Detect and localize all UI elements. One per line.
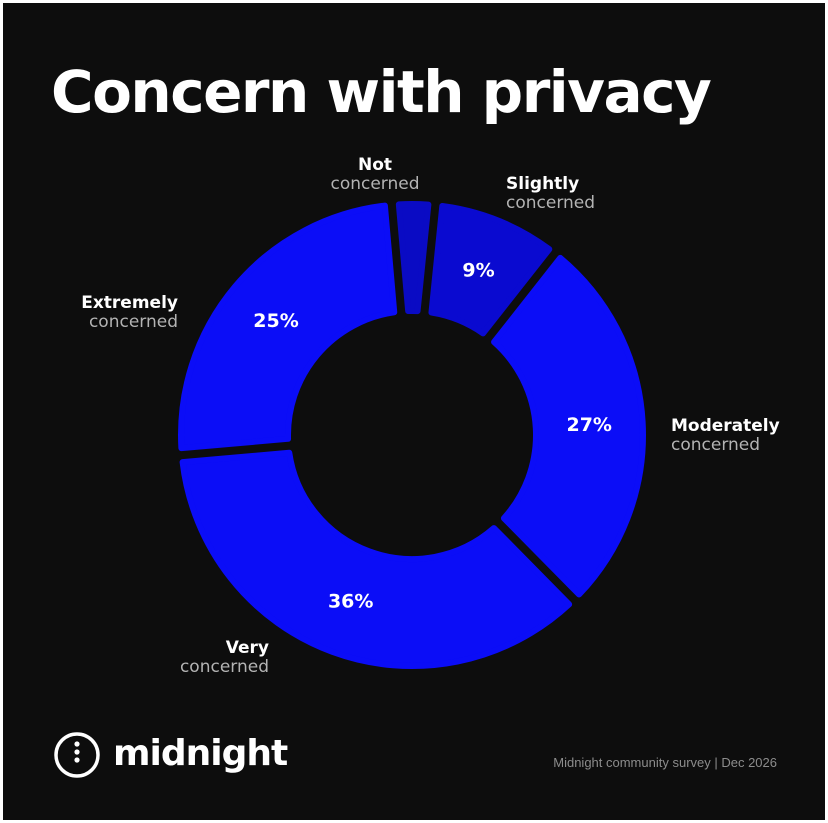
data-label-moderately-concerned: 27% — [566, 414, 611, 436]
chart-title: Concern with privacy — [51, 58, 712, 126]
slice-label-very-concerned: Very concerned — [179, 638, 269, 677]
slice-label-not-concerned: Not concerned — [330, 155, 420, 194]
donut-slice-slightly-concerned — [428, 202, 553, 337]
donut-slice-very-concerned — [179, 449, 573, 669]
data-label-very-concerned: 36% — [328, 591, 373, 613]
data-label-slightly-concerned: 9% — [462, 259, 494, 281]
slice-label-slightly-concerned: Slightly concerned — [506, 174, 596, 213]
donut-chart: 9% 27% 36% 25% — [178, 201, 646, 669]
slice-label-extremely-concerned: Extremely concerned — [81, 293, 178, 332]
data-label-extremely-concerned: 25% — [253, 310, 298, 332]
midnight-logo-icon — [54, 732, 100, 778]
slice-label-moderately-concerned: Moderately concerned — [671, 416, 780, 455]
survey-footnote: Midnight community survey | Dec 2026 — [553, 755, 777, 770]
donut-slice-not-concerned — [395, 201, 432, 315]
infographic-card: Concern with privacy 9% 27% 36% 25% Not con… — [3, 3, 825, 820]
brand-name: midnight — [113, 733, 288, 774]
donut-slice-moderately-concerned — [491, 254, 646, 598]
donut-slice-extremely-concerned — [178, 202, 398, 452]
